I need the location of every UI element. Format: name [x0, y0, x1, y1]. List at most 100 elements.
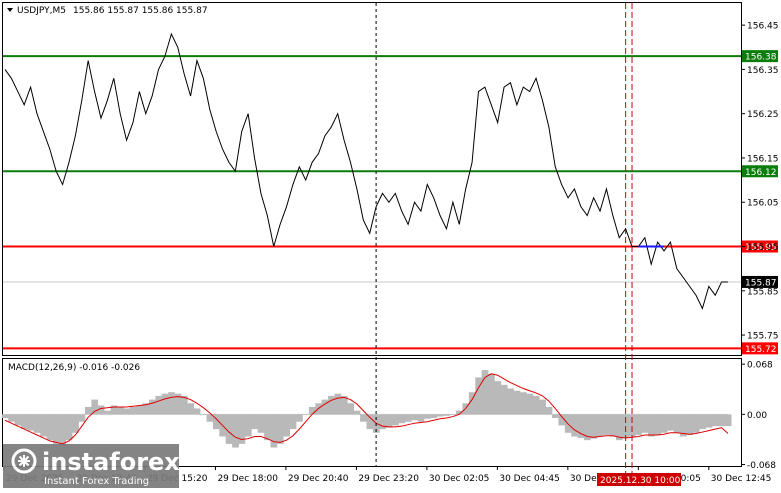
highlight-time-text: 2025.12.30 10:00 — [600, 476, 681, 486]
macd-histogram-bar — [680, 414, 687, 437]
macd-histogram-bar — [104, 410, 111, 415]
price-tick-label: 155.85 — [747, 287, 779, 297]
price-series — [4, 32, 728, 310]
macd-header-label: MACD(12,26,9) -0.016 -0.026 — [8, 363, 140, 373]
macd-histogram-bar — [718, 414, 726, 427]
macd-histogram-bar — [225, 414, 233, 444]
watermark-tagline: Instant Forex Trading — [44, 476, 149, 487]
macd-histogram-bar — [443, 414, 450, 416]
macd-histogram-bar — [590, 414, 598, 439]
macd-indicator — [1, 370, 732, 448]
macd-histogram-bar — [366, 414, 374, 430]
macd-histogram-bar — [27, 414, 35, 431]
time-tick-label: 29 Dec 20:40 — [288, 474, 349, 484]
macd-histogram-bar — [187, 403, 195, 415]
macd-histogram-bar — [91, 399, 99, 415]
macd-histogram-bar — [283, 414, 291, 437]
macd-histogram-bar — [494, 381, 502, 415]
level-label-box — [742, 240, 778, 253]
price-axis-ticks: 156.45 156.35 156.25 156.15 156.05 155.95 155.… — [741, 22, 779, 342]
price-tick-label: 155.75 — [747, 332, 779, 342]
macd-histogram-bar — [84, 406, 92, 415]
macd-histogram-bar — [628, 414, 636, 437]
macd-histogram-bar — [308, 406, 316, 415]
macd-histogram-bar — [59, 414, 67, 446]
macd-histogram-bar — [206, 414, 214, 422]
price-tick-label: 156.05 — [747, 199, 779, 209]
macd-histogram-bar — [385, 414, 393, 428]
macd-histogram-bar — [116, 406, 124, 415]
macd-histogram-bar — [200, 414, 207, 415]
macd-histogram-bar — [430, 414, 438, 419]
price-tick-label: 156.15 — [747, 154, 779, 164]
macd-histogram-bar — [65, 414, 73, 441]
macd-histogram-bar — [148, 399, 156, 415]
time-tick-label: 29 Dec 23:20 — [358, 474, 419, 484]
macd-histogram-bar — [596, 414, 604, 437]
horizontal-levels: 156.38 156.12 155.95 155.72 155.87 — [3, 50, 778, 355]
symbol-label: USDJPY,M5 — [17, 6, 66, 16]
price-tick-label: 156.45 — [747, 22, 779, 32]
macd-histogram-bar — [635, 414, 642, 436]
macd-histogram-bar — [110, 405, 118, 415]
macd-histogram-bar — [136, 405, 143, 415]
macd-histogram-bar — [558, 414, 566, 426]
level-label-text: 155.72 — [745, 345, 777, 355]
macd-histogram-bar — [270, 414, 278, 448]
macd-histogram-bar — [1, 414, 9, 419]
macd-histogram-bar — [699, 414, 706, 430]
macd-histogram-bar — [328, 395, 335, 415]
macd-histogram-bar — [571, 414, 578, 437]
macd-histogram-bar — [78, 414, 86, 422]
macd-histogram-bar — [20, 414, 28, 430]
macd-histogram-bar — [155, 395, 163, 415]
vertical-markers — [375, 3, 633, 488]
macd-histogram-bar — [264, 414, 271, 441]
macd-histogram-bar — [142, 403, 150, 415]
macd-histogram-bar — [212, 414, 220, 430]
macd-histogram-bar — [33, 414, 41, 433]
watermark-brand: instaforex — [42, 448, 180, 476]
macd-histogram-bar — [641, 414, 649, 433]
macd-histogram-bar — [8, 414, 15, 422]
macd-histogram-bar — [673, 414, 681, 433]
macd-histogram-bar — [449, 414, 457, 415]
macd-histogram-bar — [436, 414, 444, 417]
time-tick-label: 29 Dec 18:00 — [217, 474, 278, 484]
macd-histogram-bar — [692, 414, 700, 433]
level-label-box — [742, 50, 778, 63]
macd-histogram-bar — [289, 414, 297, 430]
macd-histogram-bar — [475, 377, 482, 415]
macd-histogram-bar — [129, 406, 137, 415]
instaforex-watermark: instaforex Instant Forex Trading — [3, 444, 180, 488]
macd-histogram-bar — [392, 414, 399, 426]
time-tick-label: 30 Dec 04:45 — [499, 474, 560, 484]
macd-histogram-bar — [302, 414, 310, 415]
macd-histogram-bar — [481, 370, 489, 415]
macd-histogram-bar — [276, 414, 284, 444]
price-tick-label: 155.95 — [747, 243, 779, 253]
macd-axis-ticks: 0.068 0.00 -0.068 — [741, 361, 776, 471]
level-label-box — [742, 342, 778, 355]
macd-histogram-bar — [660, 414, 668, 433]
macd-histogram-bar — [404, 414, 412, 422]
time-tick-label: 30 Dec 02:05 — [429, 474, 490, 484]
macd-tick-label: -0.068 — [747, 461, 776, 471]
macd-histogram-bar — [52, 414, 60, 444]
macd-histogram-bar — [238, 414, 246, 444]
macd-histogram-bar — [353, 410, 361, 415]
macd-histogram-bar — [712, 414, 719, 427]
macd-histogram-bar — [609, 414, 617, 437]
macd-histogram-bar — [513, 390, 521, 415]
macd-histogram-bar — [424, 414, 431, 419]
current-price-text: 155.87 — [745, 278, 777, 288]
level-label-text: 156.12 — [745, 168, 777, 178]
macd-histogram-bar — [174, 393, 182, 415]
macd-histogram-bar — [500, 384, 508, 415]
macd-histogram-bar — [72, 414, 79, 433]
macd-tick-label: 0.00 — [747, 411, 767, 421]
macd-histogram-bar — [577, 414, 585, 438]
macd-histogram-bar — [456, 410, 463, 415]
macd-histogram-bar — [180, 395, 188, 415]
